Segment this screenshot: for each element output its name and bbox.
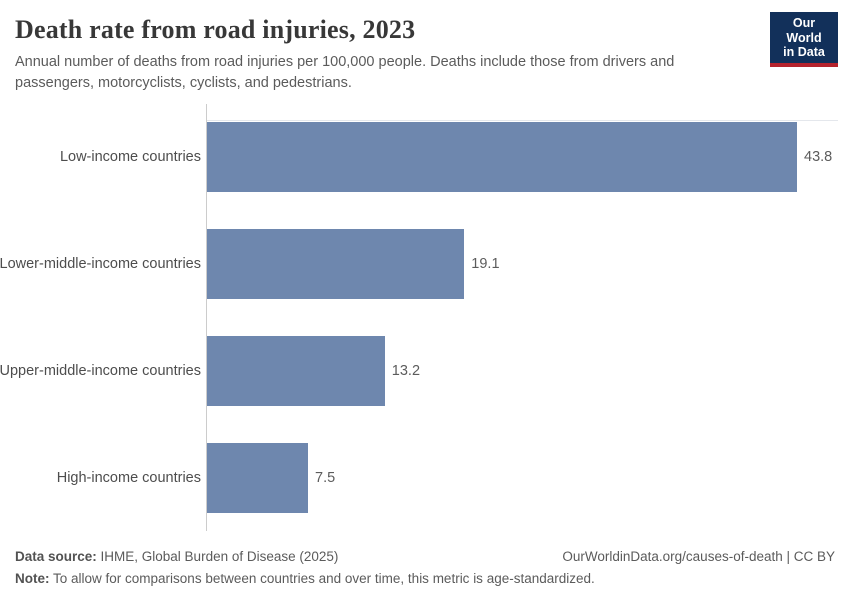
citation-link[interactable]: OurWorldinData.org/causes-of-death | CC … — [562, 549, 835, 564]
plot-top-gridline — [207, 120, 838, 121]
page-subtitle: Annual number of deaths from road injuri… — [15, 54, 675, 91]
bar[interactable] — [207, 122, 797, 192]
note-label: Note: — [15, 571, 50, 586]
value-label: 43.8 — [804, 149, 833, 165]
bar-row: Lower-middle-income countries 19.1 — [0, 229, 850, 299]
note-line: Note: To allow for comparisons between c… — [15, 568, 615, 590]
bar-row: Upper-middle-income countries 13.2 — [0, 336, 850, 406]
category-label: Low-income countries — [59, 149, 201, 165]
value-label: 7.5 — [315, 470, 336, 486]
bar-row: High-income countries 7.5 — [0, 443, 850, 513]
category-label: High-income countries — [56, 470, 201, 486]
value-label: 13.2 — [391, 363, 421, 379]
y-axis-line — [206, 104, 207, 531]
value-label: 19.1 — [471, 256, 500, 272]
data-source-line: Data source: IHME, Global Burden of Dise… — [15, 546, 615, 568]
data-source-value: IHME, Global Burden of Disease (2025) — [96, 549, 339, 564]
data-source-label: Data source: — [15, 549, 97, 564]
footer-source-note: Data source: IHME, Global Burden of Dise… — [15, 546, 615, 590]
bar-row: Low-income countries 43.8 — [0, 122, 850, 192]
owid-logo[interactable]: Our World in Data — [770, 12, 838, 67]
page-title: Death rate from road injuries, 2023 — [15, 15, 416, 44]
category-label: Upper-middle-income countries — [0, 363, 201, 379]
note-value: To allow for comparisons between countri… — [49, 571, 595, 586]
bar[interactable] — [207, 229, 465, 299]
owid-logo-line2: in Data — [783, 45, 825, 59]
category-label: Lower-middle-income countries — [0, 256, 201, 272]
owid-logo-line1: Our World — [786, 16, 822, 45]
bar[interactable] — [207, 443, 309, 513]
bar[interactable] — [207, 336, 385, 406]
